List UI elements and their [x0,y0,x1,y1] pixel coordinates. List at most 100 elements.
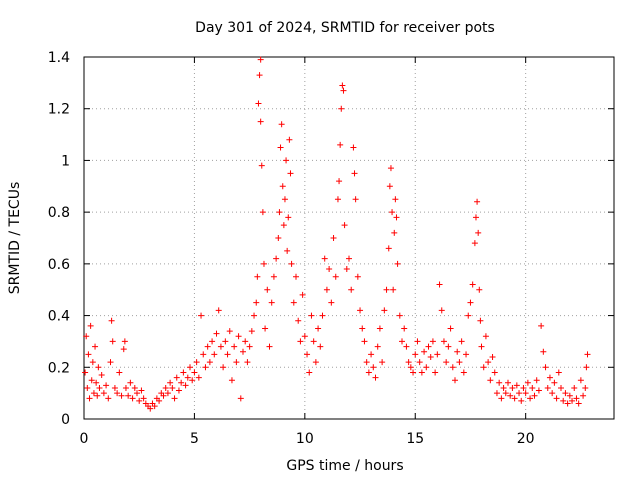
data-point [423,364,430,371]
data-point [434,351,441,358]
data-point [529,384,536,391]
data-point [138,387,145,394]
data-point [348,286,355,293]
data-point [359,325,366,332]
data-point [127,379,134,386]
data-point [323,286,330,293]
data-point [114,390,121,397]
data-point [293,273,299,280]
data-point [262,325,269,332]
data-point [231,343,238,350]
data-point [171,395,178,402]
axis-tick-labels: 0 5 10 15 20 0 0.2 0.4 0.6 0.8 1 1.2 1.4 [48,50,535,447]
data-point [334,196,341,203]
data-point [253,299,260,306]
data-point [195,374,202,381]
data-point [496,379,503,386]
data-point [268,299,275,306]
data-point [237,395,244,402]
data-point [445,343,452,350]
y-tick-label: 1.2 [48,102,70,118]
data-point [184,374,191,381]
y-tick-label: 1 [61,153,70,169]
data-point [326,266,333,273]
data-point [257,118,264,125]
data-point [108,317,115,324]
data-point [211,351,218,358]
data-point [381,307,388,314]
data-point [583,364,590,371]
data-point [338,105,345,112]
data-point [224,351,231,358]
data-point [167,379,174,386]
data-point [169,384,176,391]
data-point [493,390,500,397]
axis-ticks [83,56,614,420]
data-point [472,214,479,221]
data-point [160,392,167,399]
data-point [566,392,573,399]
data-point [350,144,357,151]
x-tick-label: 15 [406,431,424,447]
data-point [560,397,567,404]
chart-title: Day 301 of 2024, SRMTID for receiver pot… [195,20,495,36]
data-point [412,351,419,358]
data-point [204,343,211,350]
data-point [469,281,476,288]
data-point [463,351,470,358]
data-point [84,384,91,391]
data-point [118,392,125,399]
data-point [482,333,489,340]
data-point [391,229,398,236]
data-point [343,266,350,273]
data-point [93,379,100,386]
data-point [407,364,414,371]
data-point [283,157,290,164]
data-point [233,359,240,366]
data-point [365,369,372,376]
data-point [287,170,294,177]
data-point [502,390,509,397]
data-point [198,312,205,319]
data-point [440,338,447,345]
data-point [374,343,381,350]
data-point [454,348,461,355]
data-point [363,359,370,366]
data-point [518,397,525,404]
data-point [248,328,255,335]
data-point [295,317,302,324]
data-point [116,369,123,376]
data-point [264,286,271,293]
data-point [524,379,531,386]
data-point [180,369,187,376]
data-point [509,384,516,391]
data-point [336,178,343,185]
data-point [467,299,474,306]
data-point [191,369,198,376]
data-point [522,390,529,397]
data-point [346,255,352,262]
data-point [396,312,403,319]
y-tick-label: 0.6 [48,257,70,273]
y-tick-label: 0 [61,412,70,428]
data-point [94,392,101,399]
data-point [193,359,200,366]
data-point [228,377,235,384]
data-point [255,100,262,107]
data-point [96,384,103,391]
data-point [535,387,542,394]
data-point [85,351,92,358]
data-point [531,392,538,399]
data-point [425,343,432,350]
data-point [544,384,551,391]
data-point [562,390,569,397]
data-point [354,273,361,280]
x-axis-label: GPS time / hours [286,458,403,474]
data-point [449,364,456,371]
data-point [131,384,138,391]
data-point [156,397,163,404]
x-tick-label: 20 [517,431,535,447]
data-point [478,343,485,350]
data-point [399,338,405,345]
